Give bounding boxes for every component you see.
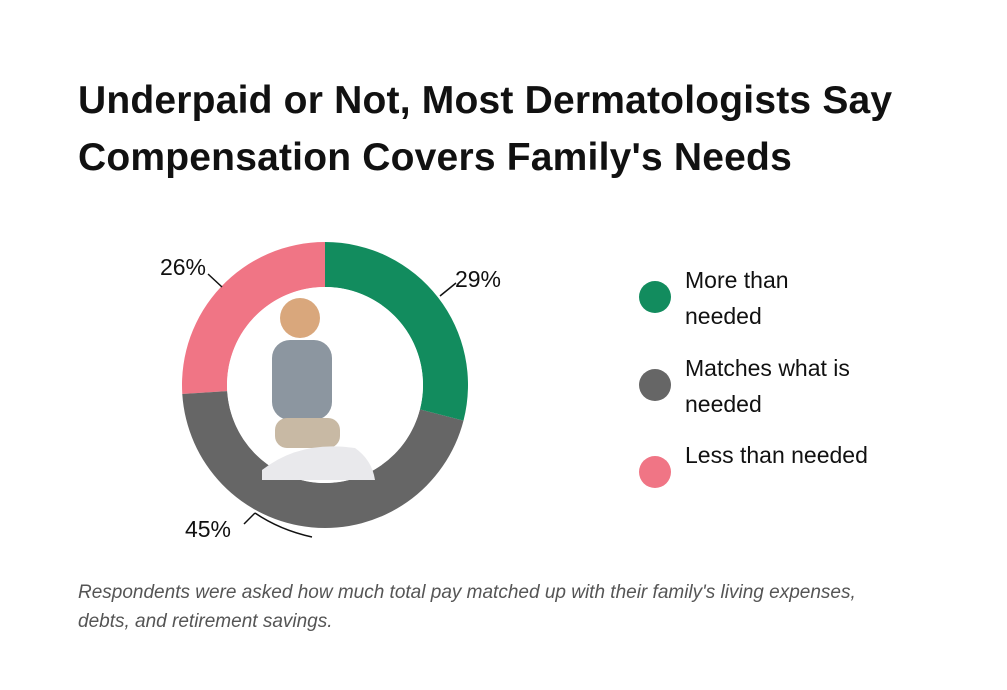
footnote: Respondents were asked how much total pa… [78, 582, 856, 632]
donut-segment [325, 242, 468, 421]
legend-label: Less than needed [685, 442, 868, 468]
donut-segment [182, 391, 464, 528]
photo-child-head [280, 298, 320, 338]
leader-line [243, 512, 256, 525]
photo-child-shorts [275, 418, 340, 448]
legend-swatch [639, 281, 671, 313]
photo-adult [262, 446, 375, 480]
data-label: 45% [185, 516, 231, 542]
legend-label: More than needed [685, 267, 789, 329]
chart-title: Underpaid or Not, Most Dermatologists Sa… [78, 79, 893, 179]
legend-swatch [639, 369, 671, 401]
leader-line [207, 273, 223, 288]
leader-line [254, 512, 313, 538]
data-label: 29% [455, 266, 501, 292]
donut-segment [182, 242, 325, 394]
data-label: 26% [160, 254, 206, 280]
leader-line [439, 282, 457, 297]
legend-label: Matches what is needed [685, 355, 850, 417]
legend-swatch [639, 456, 671, 488]
photo-child-shirt [272, 340, 332, 420]
